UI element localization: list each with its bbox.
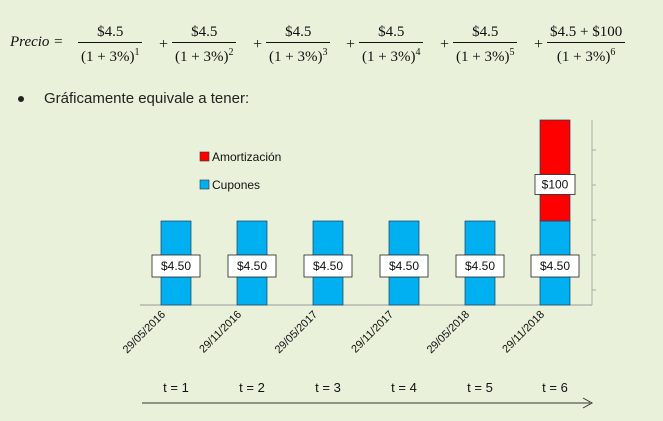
- formula-term-6: $4.5 + $100 (1 + 3%)6: [547, 22, 626, 67]
- x-tick-label: 29/11/2017: [349, 309, 396, 356]
- timeline-arrow-head: [582, 397, 594, 409]
- term-numerator: $4.5: [359, 22, 424, 43]
- price-formula: Precio = $4.5 (1 + 3%)1 + $4.5 (1 + 3%)2 + $4.…: [10, 22, 660, 72]
- period-label: t = 5: [467, 380, 493, 395]
- term-exponent: 4: [415, 47, 421, 58]
- period-label: t = 6: [542, 380, 568, 395]
- term-exponent: 1: [134, 47, 140, 58]
- formula-lhs: Precio =: [10, 34, 64, 50]
- plus-sign: +: [534, 36, 544, 53]
- term-numerator: $4.5: [172, 22, 237, 43]
- value-label-box: [303, 254, 353, 278]
- value-label-box: [379, 254, 429, 278]
- x-tick-label: 29/11/2016: [197, 309, 244, 356]
- period-label: t = 1: [163, 380, 189, 395]
- formula-term-1: $4.5 (1 + 3%)1: [78, 22, 143, 67]
- plus-sign: +: [346, 36, 356, 53]
- value-label-box: [227, 254, 277, 278]
- formula-term-3: $4.5 (1 + 3%)3: [266, 22, 331, 67]
- term-numerator: $4.5: [266, 22, 331, 43]
- value-label-cupon: $4.50: [237, 259, 267, 273]
- period-label: t = 3: [315, 380, 341, 395]
- formula-term-2: $4.5 (1 + 3%)2: [172, 22, 237, 67]
- bullet-dot: [18, 96, 24, 103]
- legend-entry: Cupones: [212, 178, 260, 192]
- value-label-cupon: $4.50: [389, 259, 419, 273]
- value-label-cupon: $4.50: [313, 259, 343, 273]
- value-label-amortizacion: $100: [542, 178, 569, 192]
- plus-sign: +: [253, 36, 263, 53]
- period-label: t = 4: [391, 380, 417, 395]
- x-tick-label: 29/05/2016: [121, 309, 168, 356]
- formula-term-4: $4.5 (1 + 3%)4: [359, 22, 424, 67]
- period-label: t = 2: [239, 380, 265, 395]
- legend-swatch: [199, 151, 210, 162]
- value-label-box: [530, 254, 580, 278]
- term-exponent: 5: [509, 47, 515, 58]
- term-denominator: (1 + 3%)3: [269, 47, 328, 65]
- value-label-box: [455, 254, 505, 278]
- value-label-box: [534, 174, 576, 195]
- x-tick-label: 29/11/2018: [500, 309, 547, 356]
- bar-amortizacion: [539, 119, 571, 222]
- term-numerator: $4.5: [453, 22, 518, 43]
- formula-term-5: $4.5 (1 + 3%)5: [453, 22, 518, 67]
- x-tick-label: 29/05/2017: [273, 309, 320, 356]
- term-exponent: 6: [610, 47, 616, 58]
- value-label-cupon: $4.50: [540, 259, 570, 273]
- value-label-cupon: $4.50: [161, 259, 191, 273]
- term-denominator: (1 + 3%)2: [175, 47, 234, 65]
- term-denominator: (1 + 3%)5: [456, 47, 515, 65]
- term-denominator: (1 + 3%)1: [81, 47, 140, 65]
- term-denominator: (1 + 3%)4: [362, 47, 421, 65]
- term-numerator: $4.5 + $100: [547, 22, 626, 43]
- x-tick-label: 29/05/2018: [425, 309, 472, 356]
- value-label-box: [151, 254, 201, 278]
- plus-sign: +: [159, 36, 169, 53]
- bullet-text: Gráficamente equivale a tener:: [44, 90, 250, 107]
- term-denominator: (1 + 3%)6: [556, 47, 616, 65]
- legend-entry: Amortización: [212, 150, 281, 164]
- bullet-item: Gráficamente equivale a tener:: [18, 90, 249, 107]
- plus-sign: +: [440, 36, 450, 53]
- value-label-cupon: $4.50: [465, 259, 495, 273]
- term-numerator: $4.5: [78, 22, 143, 43]
- term-exponent: 2: [228, 47, 234, 58]
- legend-swatch: [199, 179, 210, 190]
- term-exponent: 3: [322, 47, 328, 58]
